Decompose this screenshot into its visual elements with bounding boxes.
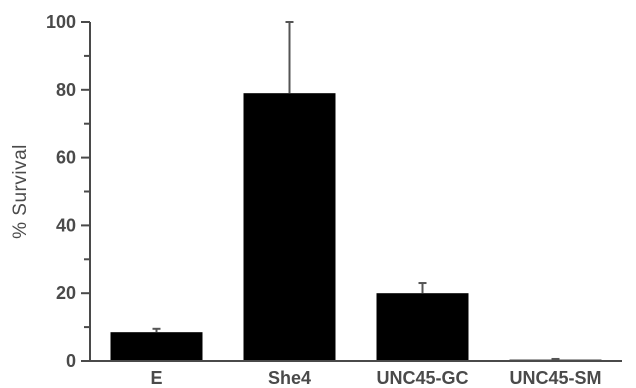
y-tick-label: 60	[56, 148, 76, 168]
y-axis-title: % Survival	[10, 144, 31, 239]
bar-e	[110, 332, 203, 361]
y-tick-label: 20	[56, 283, 76, 303]
axes-group	[89, 22, 622, 362]
x-category-label: She4	[268, 368, 311, 388]
y-tick-label: 40	[56, 215, 76, 235]
y-tick-label: 80	[56, 80, 76, 100]
x-labels-group: E She4 UNC45-GC UNC45-SM	[150, 368, 601, 388]
x-category-label: UNC45-GC	[376, 368, 468, 388]
x-category-label: E	[150, 368, 162, 388]
y-tick-label: 0	[66, 351, 76, 371]
y-tick-label: 100	[46, 12, 76, 32]
bars-group	[110, 93, 602, 362]
x-category-label: UNC45-SM	[509, 368, 601, 388]
bar-unc45-gc	[376, 293, 469, 361]
error-bars-group	[152, 21, 560, 360]
y-ticks-group: 0 20 40 60 80 100	[46, 12, 90, 371]
bar-she4	[243, 93, 336, 361]
